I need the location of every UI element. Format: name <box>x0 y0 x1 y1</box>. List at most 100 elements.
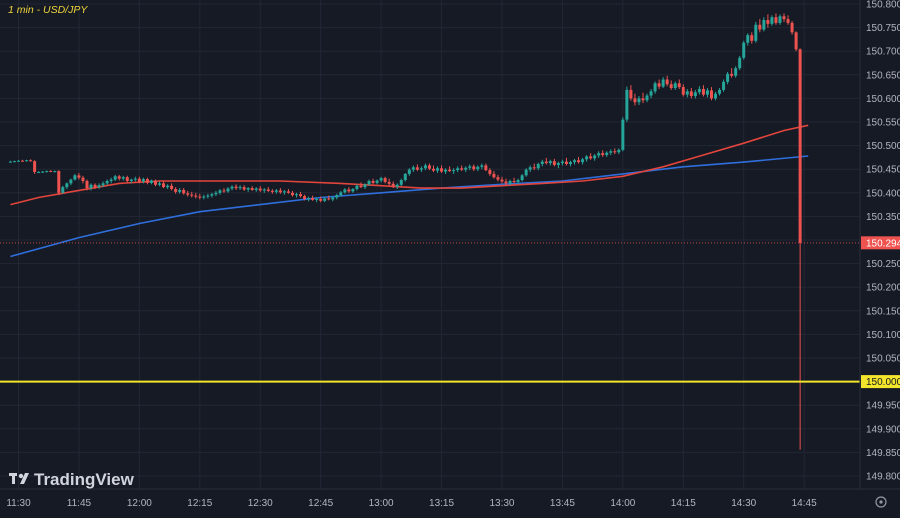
time-tick-label: 13:45 <box>550 498 575 509</box>
candle-body <box>738 57 742 69</box>
candles-layer <box>8 13 802 450</box>
time-tick-label: 13:30 <box>489 498 514 509</box>
candle <box>504 178 508 186</box>
time-tick-label: 14:15 <box>671 498 696 509</box>
candle-body <box>355 185 359 190</box>
candle <box>117 174 121 181</box>
candle <box>403 172 407 182</box>
candle-body <box>665 79 669 85</box>
grid-lines <box>0 0 860 489</box>
candle <box>613 148 617 155</box>
candle-body <box>544 161 548 164</box>
candle-body <box>734 68 738 76</box>
candle-body <box>315 198 319 200</box>
candle-body <box>585 156 589 160</box>
candle <box>653 81 657 94</box>
candle-body <box>307 197 311 199</box>
candle <box>621 117 625 152</box>
candle <box>452 168 456 174</box>
candle-body <box>93 184 97 188</box>
candle <box>782 13 786 22</box>
price-tick-label: 149.850 <box>866 448 900 459</box>
candle-body <box>730 73 734 76</box>
candle <box>407 168 411 176</box>
candle-body <box>45 171 49 173</box>
candle <box>101 181 105 188</box>
price-badges: 150.294 150.000 <box>861 236 900 389</box>
candle-body <box>166 185 170 188</box>
candle-body <box>186 193 190 195</box>
candle-body <box>657 83 661 87</box>
candle <box>295 192 299 198</box>
time-axis[interactable]: 11:30 11:45 12:00 12:15 12:30 12:45 13:00 13:15… <box>6 498 817 509</box>
candle <box>677 79 681 89</box>
candle <box>492 171 496 179</box>
candle-body <box>162 183 166 188</box>
candle-body <box>250 188 254 190</box>
price-tick-label: 150.650 <box>866 70 900 81</box>
candle <box>476 165 480 172</box>
candle <box>303 194 307 201</box>
candle <box>794 31 798 52</box>
candle-body <box>786 19 790 23</box>
candle <box>375 179 379 185</box>
candle-body <box>85 181 89 189</box>
candle-body <box>464 167 468 170</box>
ma-slow-layer <box>10 155 809 258</box>
candle-body <box>311 197 315 200</box>
candle <box>770 15 774 26</box>
candle <box>93 183 97 190</box>
candle <box>278 188 282 194</box>
price-axis[interactable]: 150.800 150.750 150.700 150.650 150.600 150.5… <box>866 0 900 483</box>
candle <box>709 87 713 101</box>
candle-body <box>363 184 367 188</box>
candle <box>379 176 383 183</box>
price-tick-label: 150.050 <box>866 354 900 365</box>
candle-body <box>722 81 726 90</box>
candle-body <box>577 160 581 163</box>
candle <box>53 170 57 173</box>
levels-layer <box>0 242 860 383</box>
candle <box>182 188 186 195</box>
candle-body <box>33 161 37 173</box>
candle <box>89 183 93 191</box>
candle <box>57 170 61 196</box>
candle <box>391 181 395 189</box>
candle <box>367 179 371 186</box>
price-tick-label: 150.400 <box>866 188 900 199</box>
candle <box>311 195 315 201</box>
candle-body <box>774 17 778 23</box>
candle <box>387 178 391 186</box>
candle-body <box>709 90 713 99</box>
candle-body <box>548 161 552 164</box>
candle <box>109 177 113 184</box>
candle-body <box>520 175 524 181</box>
candle-body <box>238 187 242 189</box>
candle-body <box>536 164 540 169</box>
candle-body <box>415 167 419 170</box>
time-tick-label: 11:45 <box>67 498 92 509</box>
candle <box>540 159 544 167</box>
candle <box>399 178 403 187</box>
candle <box>25 159 29 162</box>
candle <box>210 192 214 198</box>
candle <box>617 148 621 155</box>
candle <box>790 20 794 35</box>
candle <box>597 151 601 158</box>
candle <box>605 151 609 157</box>
candle <box>577 156 581 164</box>
candle-body <box>97 185 101 188</box>
candle <box>444 168 448 174</box>
price-tick-label: 150.750 <box>866 23 900 34</box>
candle <box>113 174 117 181</box>
settings-gear-icon[interactable] <box>875 496 887 508</box>
candle <box>689 88 693 99</box>
candle <box>299 191 303 198</box>
candle <box>198 193 202 200</box>
candle <box>472 164 476 172</box>
candle-body <box>431 168 435 171</box>
candle-body <box>230 186 234 189</box>
candle-body <box>367 181 371 185</box>
